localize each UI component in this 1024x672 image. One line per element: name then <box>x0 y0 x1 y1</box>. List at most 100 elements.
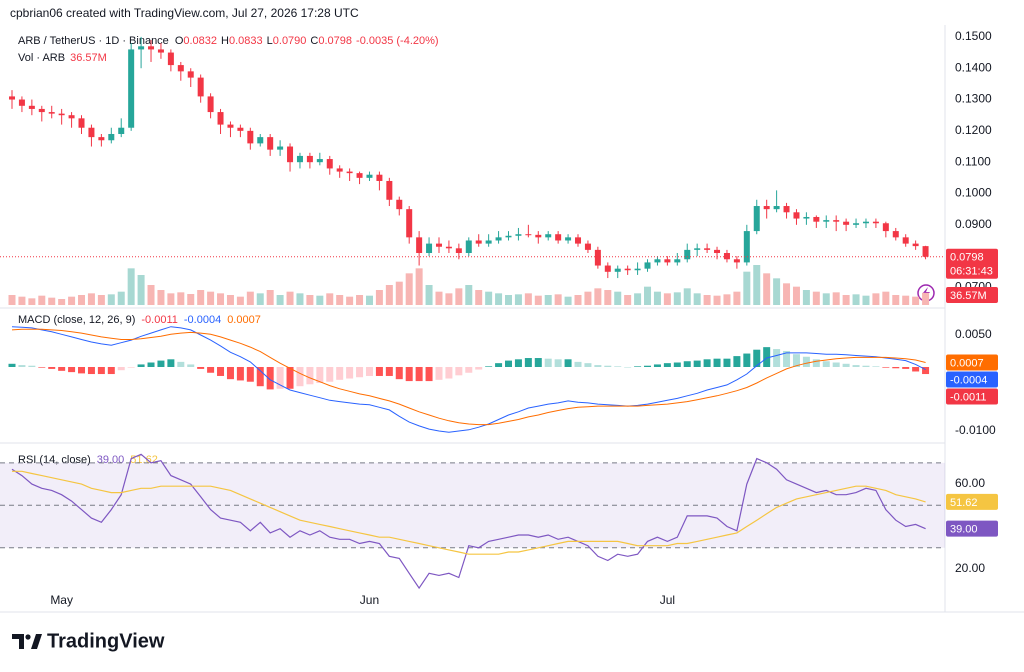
macd-histogram-bar <box>187 364 195 367</box>
y-tick-label: 0.1200 <box>955 123 992 137</box>
macd-histogram-bar <box>296 366 304 387</box>
volume-bar <box>703 295 711 305</box>
candle-body <box>346 171 353 174</box>
macd-tag-bg <box>946 388 998 405</box>
candle-body <box>336 168 343 172</box>
volume-bar <box>415 268 423 305</box>
volume-bar <box>524 293 532 305</box>
macd-histogram-bar <box>743 353 751 367</box>
macd-histogram-bar <box>58 366 66 371</box>
macd-histogram-bar <box>445 366 453 379</box>
volume-bar <box>236 296 244 305</box>
volume-bar <box>892 295 900 305</box>
ohlc-name: H <box>221 35 229 47</box>
candle-body <box>366 174 373 178</box>
macd-histogram-bar <box>147 362 155 367</box>
macd-histogram-bar <box>723 358 731 367</box>
macd-histogram-bar <box>375 366 383 376</box>
macd-histogram-bar <box>673 362 681 367</box>
volume-bar <box>28 298 36 305</box>
macd-histogram-bar <box>634 366 642 367</box>
volume-title: Vol · ARB <box>18 52 65 64</box>
volume-bar <box>753 265 761 305</box>
candle-body <box>733 259 740 263</box>
ohlc-name: C <box>310 35 318 47</box>
candle-body <box>912 243 919 247</box>
candle-body <box>148 46 155 50</box>
candle-body <box>98 137 105 141</box>
macd-histogram-bar <box>495 363 503 367</box>
x-tick-label: Jul <box>660 593 675 607</box>
volume-bar <box>286 291 294 305</box>
macd-histogram-bar <box>395 366 403 380</box>
candle-body <box>416 237 423 254</box>
countdown: 06:31:43 <box>950 266 993 278</box>
macd-histogram-bar <box>683 361 691 367</box>
symbol: ARB / TetherUS · 1D · Binance <box>18 35 169 47</box>
rsi-tag: 39.00 <box>950 524 978 536</box>
candle-body <box>435 243 442 247</box>
volume-bar <box>58 299 66 305</box>
macd-histogram-bar <box>594 365 602 367</box>
y-tick-label: 0.0900 <box>955 217 992 231</box>
volume-bar <box>336 295 344 305</box>
macd-histogram-bar <box>812 359 820 367</box>
candle-body <box>88 127 95 138</box>
macd-histogram-bar <box>435 366 443 380</box>
change: -0.0035 (-4.20%) <box>356 35 439 47</box>
candle-body <box>813 216 820 222</box>
volume-bar <box>117 291 125 305</box>
macd-histogram-bar <box>842 363 850 367</box>
macd-histogram-bar <box>902 366 910 369</box>
volume-bar <box>475 290 483 305</box>
volume-bar <box>395 281 403 305</box>
rsi-tag-bg <box>946 520 998 537</box>
price-legend: ARB / TetherUS · 1D · Binance O0.0832 H0.0… <box>18 35 439 47</box>
volume-bar <box>296 293 304 305</box>
y-tick-label: 0.1000 <box>955 186 992 200</box>
macd-histogram-bar <box>385 366 393 376</box>
candle-body <box>296 155 303 163</box>
last-price-tag-bg <box>946 248 998 279</box>
volume-bar <box>356 295 364 305</box>
volume-bar <box>346 296 354 305</box>
candle-body <box>68 115 75 119</box>
macd-histogram-bar <box>405 366 413 382</box>
macd-value: -0.0004 <box>184 314 221 326</box>
volume-bar <box>673 292 681 305</box>
volume-bar <box>634 293 642 305</box>
volume-bar <box>733 291 741 305</box>
macd-histogram-bar <box>763 347 771 367</box>
candle-body <box>594 249 601 266</box>
macd-value: -0.0011 <box>141 314 178 326</box>
volume-bar <box>127 268 135 305</box>
candle-body <box>614 268 621 272</box>
macd-histogram-bar <box>336 366 344 380</box>
macd-histogram-bar <box>236 366 244 381</box>
macd-histogram-bar <box>624 366 632 368</box>
candle-body <box>475 240 482 244</box>
volume-bar <box>882 291 890 305</box>
macd-histogram-bar <box>475 366 483 370</box>
volume-bar <box>375 290 383 305</box>
candle-body <box>445 246 452 249</box>
volume-bar <box>773 278 781 305</box>
volume-bar <box>763 273 771 305</box>
candle-body <box>644 262 651 269</box>
macd-line <box>11 328 926 426</box>
volume-tag: 36.57M <box>950 290 987 302</box>
macd-histogram-bar <box>485 366 493 367</box>
ohlc-value: 0.0790 <box>273 35 307 47</box>
candle-body <box>485 240 492 244</box>
candle-body <box>793 212 800 219</box>
macd-histogram-bar <box>78 366 86 374</box>
ohlc-value: 0.0833 <box>229 35 263 47</box>
volume-bar <box>663 293 671 305</box>
macd-histogram-bar <box>872 366 880 367</box>
macd-histogram-bar <box>564 359 572 367</box>
macd-value: 0.0007 <box>227 314 261 326</box>
rsi-tag-bg <box>946 493 998 510</box>
volume-bar <box>276 295 284 305</box>
y-tick-label: 0.1100 <box>955 154 991 168</box>
